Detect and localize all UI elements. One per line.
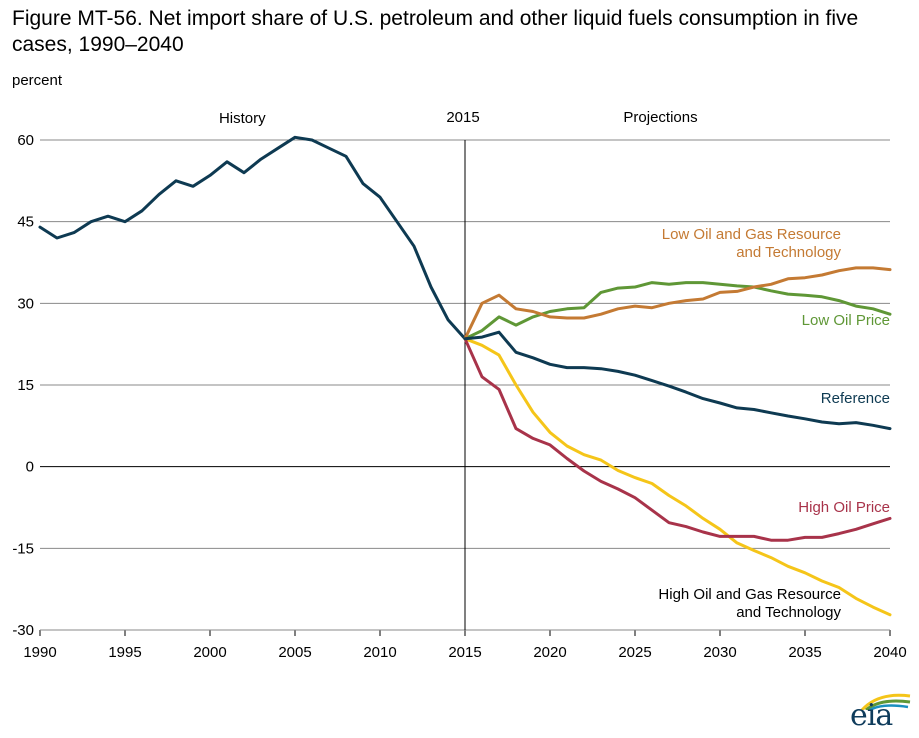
series-label: Reference [821,390,890,407]
series-label-line: High Oil Price [798,499,890,516]
high-resource-line [463,337,892,617]
low-resource-line [463,266,892,341]
history-line [38,135,467,341]
x-tick-label: 2000 [193,644,226,661]
y-tick-label: 15 [17,377,34,394]
x-tick-label: 2025 [618,644,651,661]
reference-line [463,330,892,431]
series-label-line: Reference [821,390,890,407]
x-tick-label: 1995 [108,644,141,661]
series-label: Low Oil Price [802,312,890,329]
series-label: High Oil and Gas Resource and Technology [658,586,841,621]
x-tick-label: 2040 [873,644,906,661]
x-tick-label: 2005 [278,644,311,661]
x-tick-labels: 1990 1995 2000 2005 2010 2015 2020 2025 2030 2035… [23,629,907,661]
divider-label: 2015 [446,109,479,126]
low-oil-price-line [463,281,892,341]
x-tick-label: 2030 [703,644,736,661]
eia-logo: eia [848,690,912,734]
y-tick-label: -30 [12,622,34,639]
series-labels: Low Oil and Gas Resource and TechnologyLo… [658,226,890,621]
series-label: High Oil Price [798,499,890,516]
series-label-line: and Technology [736,244,841,261]
series-label-line: Low Oil and Gas Resource [662,226,841,243]
x-tick-label: 2035 [788,644,821,661]
series-label-line: Low Oil Price [802,312,890,329]
series-lines [38,135,892,617]
y-tick-labels: 60 45 30 15 0 -15 -30 [12,132,34,639]
y-tick-label: 30 [17,295,34,312]
y-axis-label: percent [12,72,63,89]
series-label: Low Oil and Gas Resource and Technology [662,226,842,261]
y-tick-label: 60 [17,132,34,149]
x-tick-label: 2010 [363,644,396,661]
y-tick-label: -15 [12,540,34,557]
y-tick-label: 0 [26,459,34,476]
y-tick-label: 45 [17,214,34,231]
x-tick-label: 2015 [448,644,481,661]
projections-segment-label: Projections [623,109,697,126]
logo-text: eia [850,698,893,733]
history-segment-label: History [219,110,266,127]
series-label-line: High Oil and Gas Resource [658,586,841,603]
x-tick-label: 1990 [23,644,56,661]
x-tick-label: 2020 [533,644,566,661]
high-oil-price-line [463,337,892,542]
series-label-line: and Technology [736,604,841,621]
chart-title: Figure MT-56. Net import share of U.S. p… [12,7,859,56]
